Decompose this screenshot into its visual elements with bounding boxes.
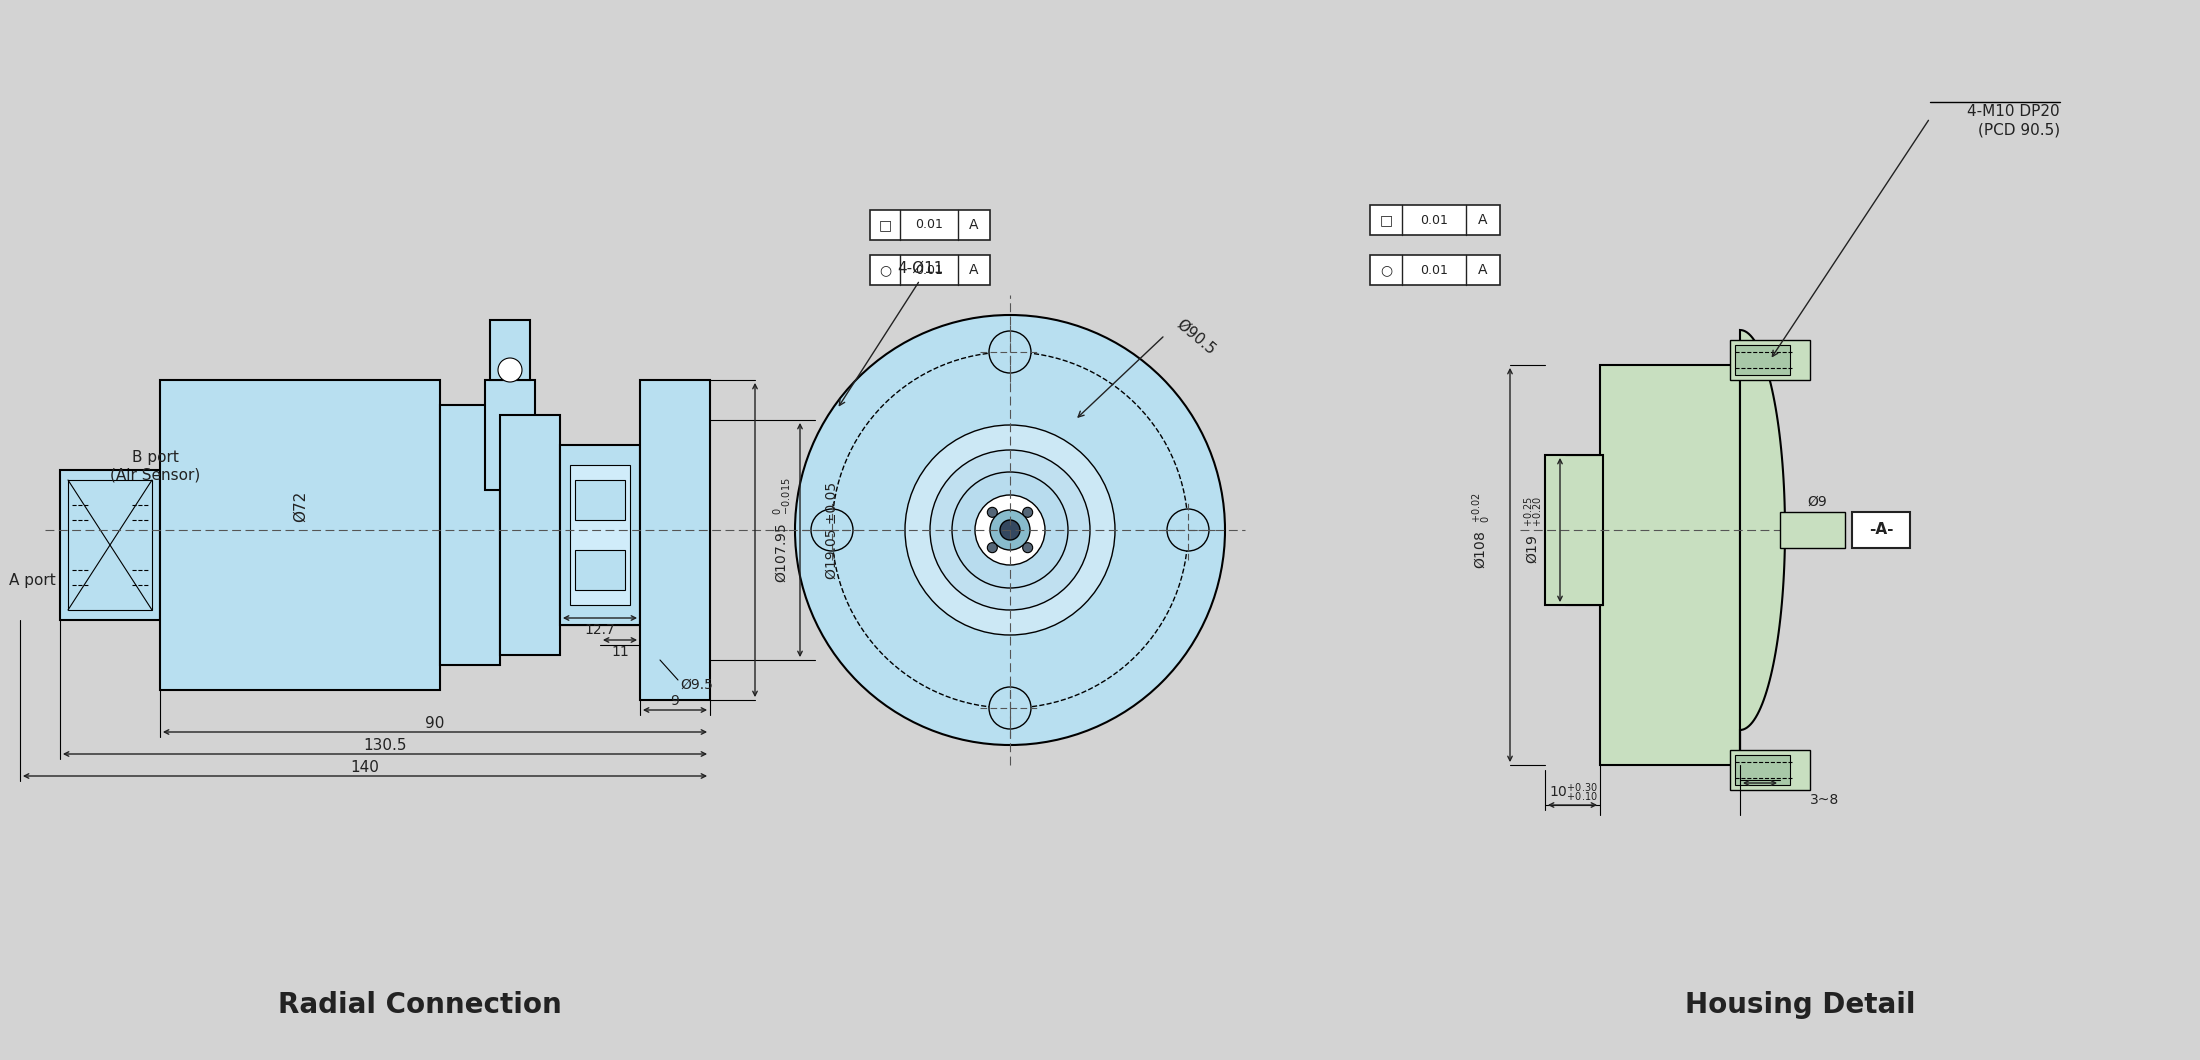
Bar	[68, 480, 152, 610]
Circle shape	[904, 425, 1115, 635]
Bar	[440, 405, 499, 665]
Text: Ø9.5: Ø9.5	[680, 678, 713, 692]
Text: Ø108  $^{+0.02}_{0}$: Ø108 $^{+0.02}_{0}$	[1470, 492, 1494, 568]
Bar	[491, 320, 530, 379]
Circle shape	[988, 543, 997, 552]
Polygon shape	[1740, 330, 1784, 765]
Circle shape	[975, 495, 1045, 565]
Circle shape	[1166, 509, 1210, 551]
Text: Ø19.05 ±0.05: Ø19.05 ±0.05	[825, 481, 838, 579]
Text: 0.01: 0.01	[915, 218, 944, 231]
Text: 90: 90	[425, 716, 444, 730]
Text: 3~8: 3~8	[1811, 793, 1839, 807]
Text: 0.01: 0.01	[1419, 264, 1448, 277]
Text: ○: ○	[1379, 263, 1393, 277]
Text: Ø107.95  $^{0}_{-0.015}$: Ø107.95 $^{0}_{-0.015}$	[772, 477, 794, 583]
Text: 0.01: 0.01	[1419, 213, 1448, 227]
Circle shape	[988, 508, 997, 517]
Text: A: A	[1478, 263, 1487, 277]
Circle shape	[1001, 520, 1021, 540]
Bar	[561, 445, 640, 625]
Circle shape	[990, 331, 1032, 373]
Circle shape	[990, 510, 1030, 550]
Bar	[484, 379, 535, 490]
Bar	[869, 210, 990, 240]
Bar	[59, 470, 161, 620]
Bar	[1736, 755, 1791, 785]
Bar	[574, 480, 625, 520]
Bar	[161, 379, 440, 690]
Text: $10^{+0.30}_{+0.10}$: $10^{+0.30}_{+0.10}$	[1549, 781, 1597, 805]
Bar	[1371, 255, 1500, 285]
Text: 140: 140	[350, 760, 378, 775]
Bar	[1729, 750, 1811, 790]
Text: (PCD 90.5): (PCD 90.5)	[1978, 123, 2059, 138]
Bar	[574, 550, 625, 590]
Bar	[1729, 340, 1811, 379]
Circle shape	[812, 509, 854, 551]
Bar	[1736, 344, 1791, 375]
Text: 130.5: 130.5	[363, 738, 407, 753]
Text: Radial Connection: Radial Connection	[277, 991, 561, 1019]
Bar	[869, 255, 990, 285]
Text: 9: 9	[671, 694, 680, 708]
Circle shape	[990, 687, 1032, 729]
Text: Ø72: Ø72	[293, 491, 308, 522]
Circle shape	[497, 358, 521, 382]
Text: A: A	[970, 218, 979, 232]
Text: A port: A port	[9, 572, 55, 587]
Text: ○: ○	[880, 263, 891, 277]
Bar	[1371, 205, 1500, 235]
Text: A: A	[970, 263, 979, 277]
Text: Ø9: Ø9	[1806, 495, 1826, 509]
Bar	[1599, 365, 1740, 765]
Circle shape	[1023, 508, 1032, 517]
Text: □: □	[878, 218, 891, 232]
Text: -A-: -A-	[1868, 523, 1894, 537]
Bar	[1544, 455, 1604, 605]
Text: Housing Detail: Housing Detail	[1685, 991, 1916, 1019]
Text: Ø90.5: Ø90.5	[1173, 317, 1219, 357]
Text: Ø19  $^{+0.25}_{+0.20}$: Ø19 $^{+0.25}_{+0.20}$	[1522, 496, 1544, 564]
Text: □: □	[1379, 213, 1393, 227]
Circle shape	[794, 315, 1225, 745]
Bar	[1852, 512, 1910, 548]
Text: 11: 11	[612, 644, 629, 659]
Text: 12.7: 12.7	[585, 623, 616, 637]
Bar	[570, 465, 629, 605]
Bar	[499, 416, 561, 655]
Circle shape	[1023, 543, 1032, 552]
Bar	[1780, 512, 1846, 548]
Circle shape	[931, 450, 1089, 610]
Circle shape	[953, 472, 1067, 588]
Text: 4-M10 DP20: 4-M10 DP20	[1967, 105, 2059, 120]
Text: B port
(Air Sensor): B port (Air Sensor)	[110, 450, 200, 482]
Text: 0.01: 0.01	[915, 264, 944, 277]
Text: A: A	[1478, 213, 1487, 227]
Bar	[640, 379, 711, 700]
Text: 4-Ø11: 4-Ø11	[898, 261, 944, 276]
